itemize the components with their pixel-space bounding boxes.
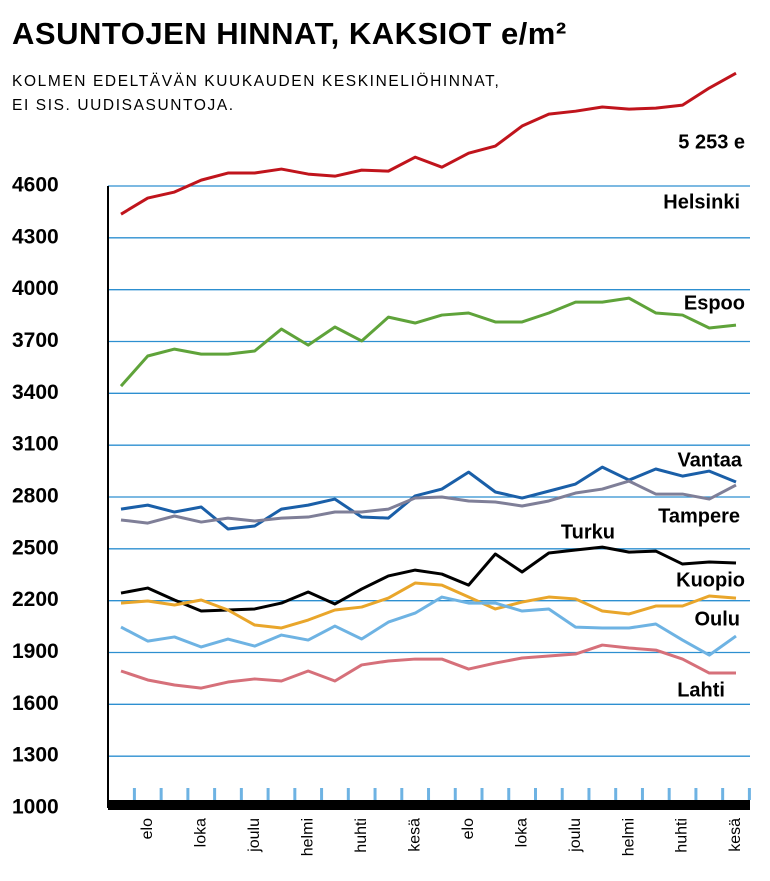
x-tick-label: helmi	[620, 818, 637, 856]
series-label: Oulu	[694, 608, 740, 630]
line	[120, 71, 737, 216]
line	[120, 643, 736, 690]
x-tick-label: elo	[139, 818, 156, 839]
x-tick-label: loka	[513, 818, 530, 847]
y-tick-label: 3700	[12, 329, 59, 352]
y-tick-label: 1000	[12, 796, 59, 819]
x-axis	[108, 800, 750, 810]
y-tick-label: 1300	[12, 744, 59, 767]
x-tick-label: joulu	[246, 818, 263, 853]
y-tick-label: 3100	[12, 433, 59, 456]
chart-subtitle: KOLMEN EDELTÄVÄN KUUKAUDEN KESKINELIÖHIN…	[12, 72, 500, 90]
y-tick-label: 1600	[12, 692, 59, 715]
x-tick-label: loka	[192, 818, 209, 847]
line	[120, 465, 737, 531]
line	[120, 595, 737, 657]
y-tick-label: 3400	[12, 381, 59, 404]
x-tick-label: joulu	[567, 818, 584, 853]
y-tick-label: 2800	[12, 485, 59, 508]
series-label: Kuopio	[676, 569, 745, 591]
y-tick-label: 4600	[12, 174, 59, 197]
x-tick-label: helmi	[299, 818, 316, 856]
series-label: Vantaa	[678, 449, 743, 471]
chart-title: ASUNTOJEN HINNAT, KAKSIOT e/m²	[12, 16, 567, 51]
line	[120, 581, 737, 630]
y-tick-label: 2200	[12, 588, 59, 611]
series-label: Tampere	[658, 505, 740, 527]
y-tick-label: 1900	[12, 640, 59, 663]
x-tick-label: kesä	[727, 818, 744, 852]
annotation: 5 253 e	[678, 131, 745, 153]
series-label: Helsinki	[663, 191, 740, 213]
y-tick-label: 2500	[12, 536, 59, 559]
line	[120, 479, 737, 525]
x-tick-label: elo	[460, 818, 477, 839]
x-tick-label: huhti	[674, 818, 691, 853]
series-label: Lahti	[677, 679, 725, 701]
x-tick-label: kesä	[406, 818, 423, 852]
x-tick-label: huhti	[353, 818, 370, 853]
chart-subtitle: EI SIS. UUDISASUNTOJA.	[12, 97, 235, 114]
series-label: Turku	[561, 521, 615, 543]
line	[119, 296, 737, 388]
line	[120, 545, 737, 613]
series-label: Espoo	[684, 292, 745, 314]
y-tick-label: 4000	[12, 277, 59, 300]
y-tick-label: 4300	[12, 225, 59, 248]
